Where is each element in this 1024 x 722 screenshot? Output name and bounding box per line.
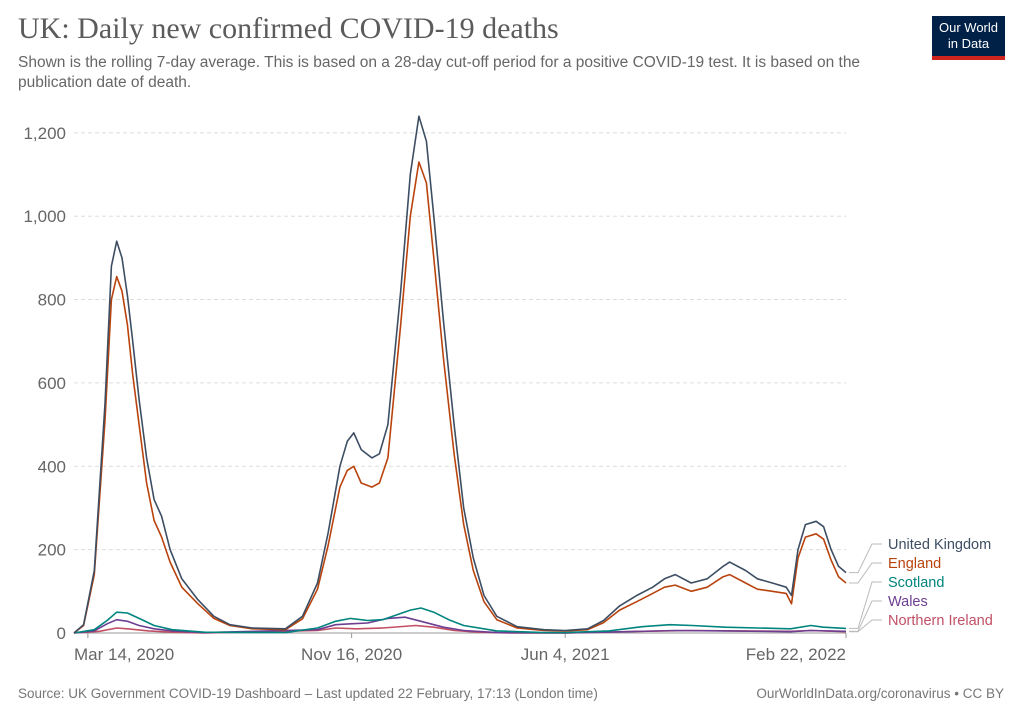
logo-line-2: in Data — [947, 36, 990, 51]
y-tick-label: 600 — [38, 374, 66, 393]
legend-connector — [849, 600, 882, 632]
legend-connector — [849, 543, 882, 574]
series-line-england[interactable] — [73, 161, 847, 634]
source-note: Source: UK Government COVID-19 Dashboard… — [18, 686, 598, 701]
legend-connector — [849, 619, 882, 633]
series-lines — [73, 115, 847, 634]
x-axis: Mar 14, 2020 Nov 16, 2020 Jun 4, 2021 Feb 2… — [74, 632, 847, 664]
credit-link[interactable]: OurWorldInData.org/coronavirus • CC BY — [756, 686, 1004, 701]
x-tick-label: Nov 16, 2020 — [301, 645, 402, 664]
legend-connector — [849, 581, 882, 629]
owid-logo[interactable]: Our World in Data — [932, 16, 1005, 60]
chart-title: UK: Daily new confirmed COVID-19 deaths — [18, 12, 559, 45]
y-tick-label: 1,000 — [23, 207, 66, 226]
y-axis-tick-labels: 0 200 400 600 800 1,000 1,200 — [23, 124, 66, 643]
series-line-united-kingdom[interactable] — [73, 115, 847, 634]
legend-labels: United Kingdom England Scotland Wales Northe… — [849, 537, 993, 633]
logo-line-1: Our World — [939, 20, 998, 35]
y-tick-label: 400 — [38, 457, 66, 476]
legend-label-england[interactable]: England — [888, 556, 941, 572]
chart-subtitle: Shown is the rolling 7-day average. This… — [18, 54, 861, 91]
y-tick-label: 0 — [57, 624, 66, 643]
x-tick-label: Feb 22, 2022 — [746, 645, 846, 664]
legend-connector — [849, 562, 882, 584]
legend-label-united-kingdom[interactable]: United Kingdom — [888, 537, 991, 553]
x-tick-label: Jun 4, 2021 — [521, 645, 610, 664]
x-tick-label: Mar 14, 2020 — [74, 645, 174, 664]
legend-label-wales[interactable]: Wales — [888, 594, 928, 610]
grid-lines — [74, 132, 846, 551]
legend-label-scotland[interactable]: Scotland — [888, 575, 944, 591]
legend-label-northern-ireland[interactable]: Northern Ireland — [888, 613, 993, 629]
y-tick-label: 200 — [38, 541, 66, 560]
y-tick-label: 1,200 — [23, 124, 66, 143]
series-line-scotland[interactable] — [73, 607, 847, 634]
y-tick-label: 800 — [38, 291, 66, 310]
